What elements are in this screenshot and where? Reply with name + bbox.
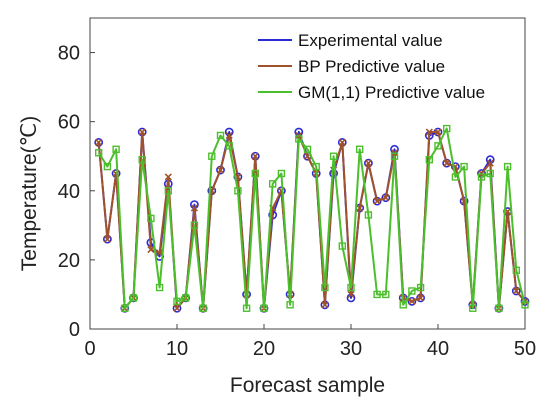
data-point <box>234 187 242 195</box>
data-point <box>469 304 477 312</box>
legend: Experimental value BP Predictive value GM(… <box>258 31 485 102</box>
data-point <box>460 162 468 171</box>
data-point <box>408 287 416 295</box>
data-point <box>103 235 111 243</box>
plot-frame <box>89 17 526 330</box>
data-point <box>225 131 233 140</box>
data-point <box>408 297 416 305</box>
data-point <box>251 152 259 160</box>
y-tick-label: 0 <box>69 319 80 341</box>
data-point <box>95 138 103 146</box>
data-point <box>242 304 251 312</box>
data-point <box>425 128 433 136</box>
data-point <box>451 173 460 181</box>
data-point <box>443 159 451 167</box>
data-point <box>512 266 520 274</box>
y-axis-label: Temperature(℃) <box>18 116 41 271</box>
data-point <box>251 169 260 178</box>
data-point <box>303 145 312 154</box>
data-point <box>260 304 268 312</box>
data-point <box>173 304 181 312</box>
data-point <box>190 221 199 230</box>
data-point <box>199 304 207 312</box>
data-point <box>512 287 520 295</box>
data-point <box>138 128 146 136</box>
data-point <box>181 294 190 302</box>
data-point <box>112 145 120 154</box>
data-point <box>356 145 364 154</box>
x-tick-label: 10 <box>166 338 188 360</box>
data-point <box>338 242 346 250</box>
data-point <box>155 283 164 292</box>
data-point <box>503 162 512 171</box>
data-point <box>312 162 320 171</box>
legend-label: GM(1,1) Predictive value <box>298 83 485 102</box>
data-point <box>94 149 103 157</box>
data-point <box>225 142 233 150</box>
data-point <box>373 290 381 299</box>
data-point <box>486 169 494 178</box>
data-point <box>173 297 181 306</box>
data-point <box>147 214 155 223</box>
data-point <box>138 155 146 164</box>
data-point <box>364 159 372 167</box>
data-point <box>434 142 442 150</box>
data-point <box>382 194 390 202</box>
data-point <box>521 301 529 309</box>
data-point <box>486 159 494 167</box>
data-point <box>216 131 225 140</box>
data-point <box>390 152 399 160</box>
data-point <box>295 135 303 143</box>
data-point <box>356 204 364 212</box>
data-point <box>364 211 373 219</box>
data-point <box>147 245 155 254</box>
data-point <box>399 301 407 309</box>
data-point <box>164 187 173 195</box>
data-point <box>269 180 277 188</box>
data-point <box>338 138 346 146</box>
legend-label: BP Predictive value <box>298 57 445 76</box>
data-point <box>407 296 417 306</box>
x-tick-label: 0 <box>84 338 95 360</box>
legend-label: Experimental value <box>298 31 443 50</box>
series-layer <box>94 124 530 313</box>
y-tick-label: 80 <box>58 43 80 65</box>
y-tick-label: 20 <box>58 250 80 272</box>
data-point <box>129 294 138 302</box>
data-point <box>373 197 381 205</box>
axes: 0 10 20 30 40 50 0 20 40 60 80 <box>58 17 536 360</box>
series-line <box>97 127 526 310</box>
x-tick-label: 20 <box>253 338 275 360</box>
data-point <box>286 301 294 309</box>
data-point <box>190 204 198 212</box>
data-point <box>382 290 390 299</box>
x-axis-label: Forecast sample <box>230 374 385 397</box>
x-tick-label: 30 <box>340 338 362 360</box>
data-point <box>321 301 329 309</box>
data-point <box>347 283 355 292</box>
data-point <box>329 152 338 160</box>
data-point <box>121 304 129 312</box>
data-point <box>417 294 425 302</box>
data-point <box>495 304 503 312</box>
y-tick-label: 60 <box>58 112 80 134</box>
y-tick-label: 40 <box>58 181 80 203</box>
data-point <box>321 283 329 292</box>
data-point <box>103 162 112 171</box>
data-point <box>277 169 286 178</box>
x-tick-label: 40 <box>427 338 449 360</box>
data-point <box>164 173 172 181</box>
data-point <box>434 128 442 136</box>
data-point <box>416 283 425 292</box>
data-point <box>347 290 355 299</box>
series-2 <box>94 124 529 312</box>
data-point <box>477 173 486 181</box>
data-point <box>208 152 216 160</box>
data-point <box>425 155 433 164</box>
data-point <box>443 124 451 133</box>
data-point <box>216 166 225 174</box>
x-tick-label: 50 <box>514 338 536 360</box>
